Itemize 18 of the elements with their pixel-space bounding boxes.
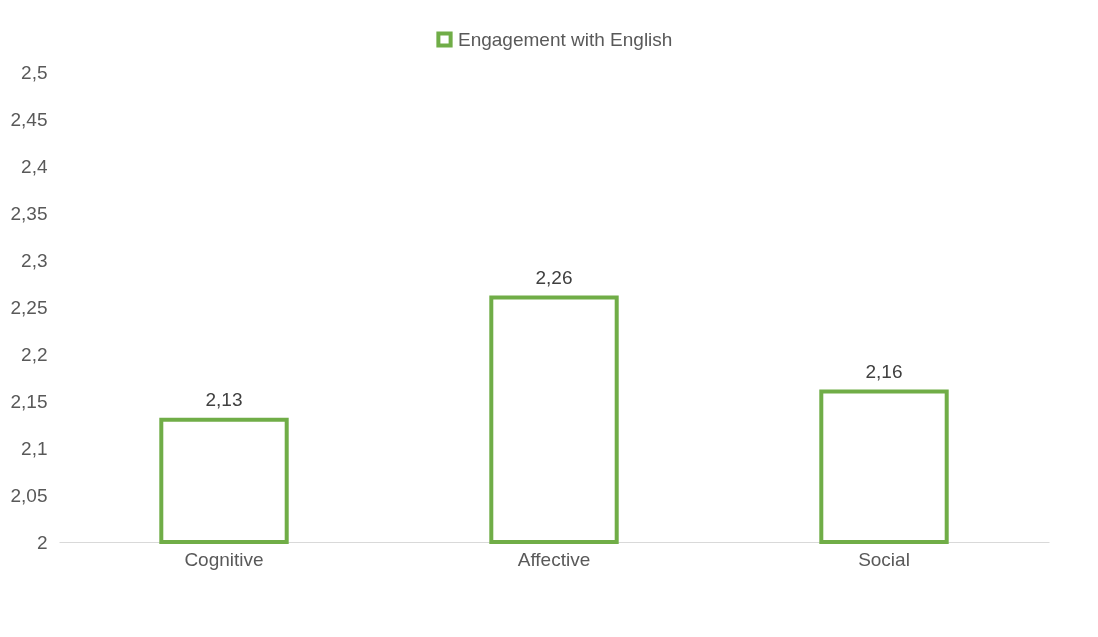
y-tick-label: 2,1 [21,437,48,459]
y-tick-label: 2,3 [21,249,48,271]
x-tick-label: Cognitive [184,548,264,570]
x-tick-label: Social [858,548,910,570]
y-tick-label: 2,35 [10,202,48,224]
x-tick-label: Affective [517,548,591,570]
text: 2,26 [535,266,573,288]
y-tick-label: 2,5 [21,61,48,83]
text: 2,13 [205,388,243,410]
legend-label: Engagement with English [458,28,673,50]
y-tick-label: 2,05 [10,484,48,506]
y-tick-label: 2,45 [10,108,48,130]
y-tick-label: 2,25 [10,296,48,318]
y-tick-label: 2,15 [10,390,48,412]
y-tick-label: 2,4 [21,155,48,177]
y-tick-label: 2 [36,531,48,553]
y-tick-label: 2,2 [21,343,48,365]
text: 2,16 [865,360,903,382]
